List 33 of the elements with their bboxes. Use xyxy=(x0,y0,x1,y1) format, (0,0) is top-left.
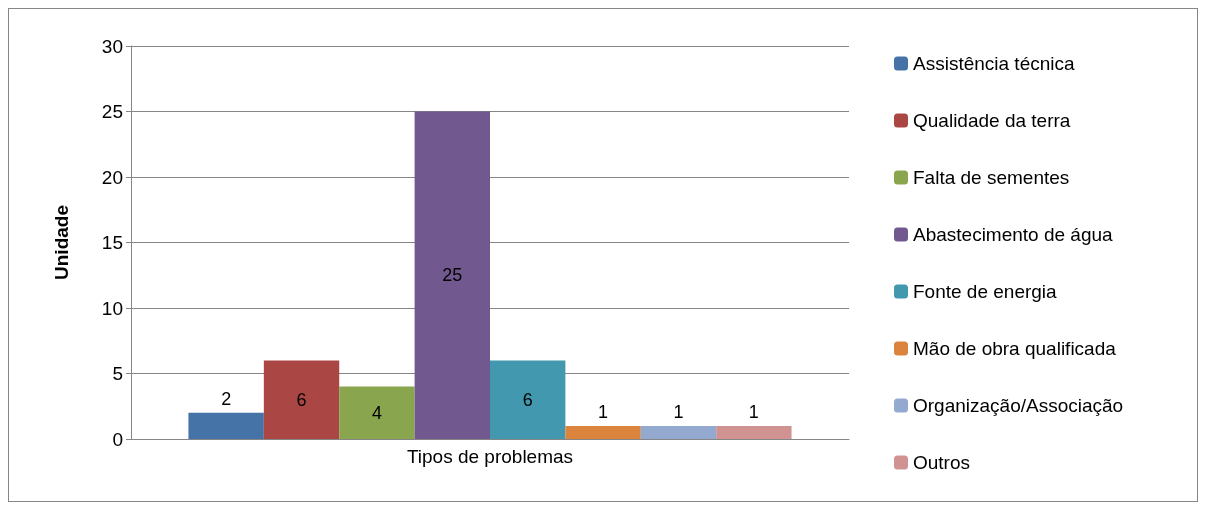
bar xyxy=(414,111,490,439)
data-label: 6 xyxy=(296,389,307,410)
y-tick-label: 25 xyxy=(101,101,123,122)
bar xyxy=(263,360,340,439)
legend-label: Fonte de energia xyxy=(913,281,1058,302)
legend-label: Organização/Associação xyxy=(913,395,1124,416)
legend-label: Outros xyxy=(913,452,971,473)
bar xyxy=(339,386,415,439)
bar xyxy=(188,412,264,439)
y-tick-label: 0 xyxy=(112,428,123,450)
bar xyxy=(640,425,717,439)
x-tick-label: Tipos de problemas xyxy=(406,446,574,467)
legend-label: Falta de sementes xyxy=(913,167,1070,188)
bar xyxy=(716,425,792,439)
y-tick-label: 30 xyxy=(101,35,123,57)
data-label: 4 xyxy=(371,402,382,423)
y-tick-label: 5 xyxy=(112,363,123,384)
bar xyxy=(490,360,566,439)
data-label: 6 xyxy=(522,389,533,410)
bar xyxy=(565,425,641,439)
y-tick-label: 10 xyxy=(101,297,123,319)
data-label: 25 xyxy=(442,265,463,286)
legend-label: Mão de obra qualificada xyxy=(913,338,1117,359)
legend-label: Abastecimento de água xyxy=(913,224,1114,245)
data-label: 2 xyxy=(221,388,232,409)
data-label: 1 xyxy=(673,401,684,422)
legend-label: Qualidade da terra xyxy=(913,110,1071,131)
data-label: 1 xyxy=(748,401,759,422)
legend-label: Assistência técnica xyxy=(913,53,1076,74)
data-label: 1 xyxy=(598,401,609,422)
y-axis-title: Unidade xyxy=(51,205,72,280)
y-tick-label: 20 xyxy=(101,166,123,188)
y-tick-label: 15 xyxy=(101,232,123,253)
